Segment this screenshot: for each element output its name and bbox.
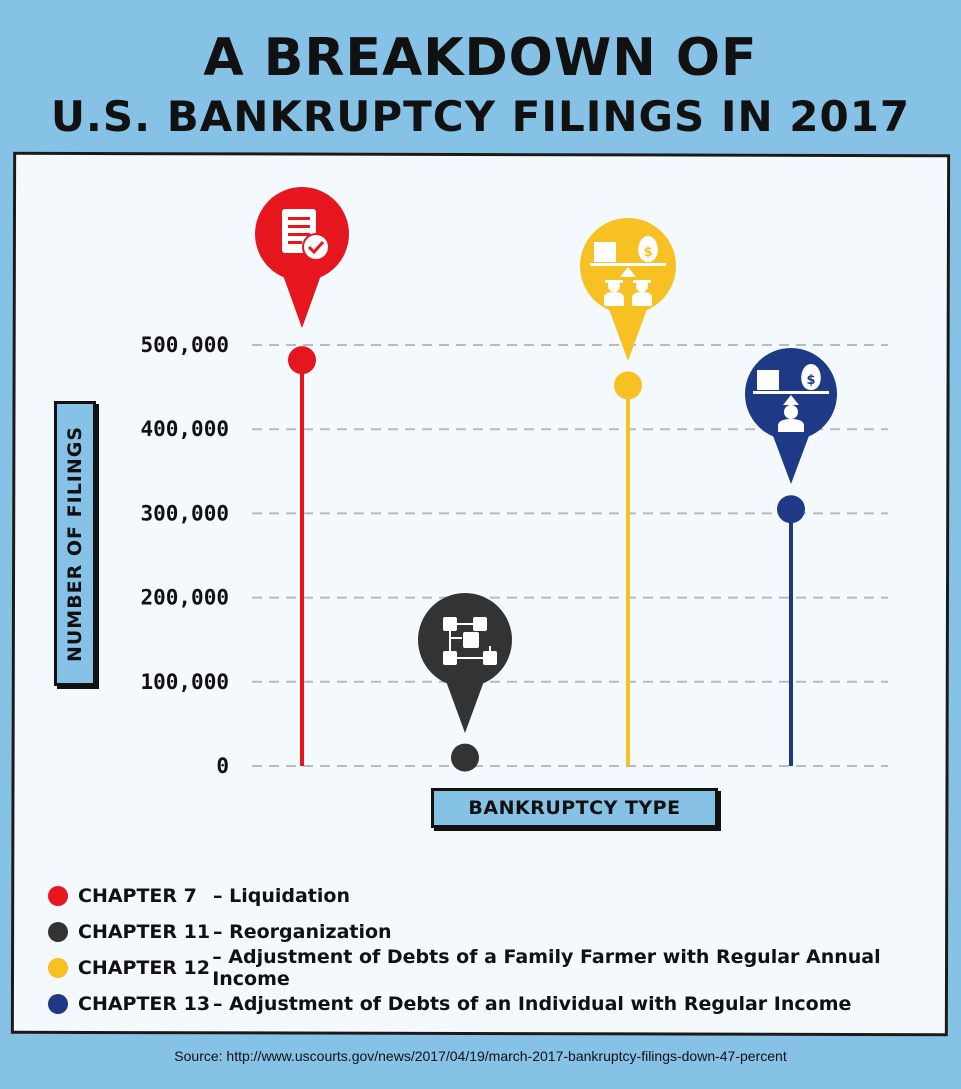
- y-tick-label: 500,000: [140, 333, 229, 357]
- icon-part: [288, 225, 310, 228]
- legend-item-chapter-7: CHAPTER 7 – Liquidation: [48, 878, 961, 914]
- legend-chapter: CHAPTER 12: [77, 957, 210, 979]
- icon-part: [784, 405, 798, 419]
- pin-tail: [280, 269, 324, 328]
- legend-item-chapter-13: CHAPTER 13 – Adjustment of Debts of an I…: [48, 986, 961, 1022]
- lollipop-chapter-13: $: [745, 348, 837, 766]
- icon-part: [288, 241, 302, 244]
- icon-part: [801, 364, 821, 390]
- legend: CHAPTER 7 – Liquidation CHAPTER 11 – Reo…: [48, 878, 961, 1022]
- icon-part: [443, 651, 457, 665]
- document-check-icon: [282, 209, 330, 261]
- legend-dot-dark: [48, 922, 68, 942]
- icon-part: [604, 292, 624, 306]
- icon-part: [594, 242, 616, 262]
- farmer-scale-icon: $: [590, 236, 666, 306]
- icon-part: [307, 240, 325, 255]
- icon-part: [473, 617, 487, 631]
- icon-part: [288, 233, 310, 236]
- icon-part: [778, 419, 804, 432]
- y-tick-label: 300,000: [140, 501, 229, 525]
- legend-dot-yellow: [48, 958, 68, 978]
- y-tick-label: 200,000: [140, 586, 229, 610]
- y-axis-label: NUMBER OF FILINGS: [64, 425, 86, 662]
- pin-chapter-12: $: [580, 218, 676, 361]
- legend-item-chapter-11: CHAPTER 11 – Reorganization: [48, 914, 961, 950]
- legend-chapter: CHAPTER 7: [78, 885, 197, 907]
- pin-chapter-11: [418, 593, 512, 733]
- icon-part: $: [806, 373, 815, 388]
- y-tick-label: 400,000: [140, 417, 229, 441]
- title-line-2: U.S. BANKRUPTCY FILINGS IN 2017: [50, 92, 911, 141]
- y-axis-label-wrap: NUMBER OF FILINGS: [54, 401, 96, 686]
- legend-desc: – Reorganization: [213, 921, 392, 943]
- icon-part: [620, 267, 636, 277]
- y-tick-label: 0: [216, 754, 229, 778]
- icon-part: [753, 391, 829, 394]
- icon-part: [757, 370, 779, 390]
- icon-part: [632, 292, 652, 306]
- legend-desc: – Liquidation: [213, 885, 350, 907]
- lollipop-chapter-11: [418, 593, 512, 772]
- legend-chapter: CHAPTER 13: [78, 993, 211, 1015]
- source-citation: Source: http://www.uscourts.gov/news/201…: [174, 1048, 787, 1064]
- legend-dot-blue: [48, 994, 68, 1014]
- icon-part: [783, 395, 799, 405]
- individual-scale-icon: $: [753, 364, 829, 432]
- point-chapter-13: [777, 495, 805, 524]
- title-line-1: A BREAKDOWN OF: [203, 28, 758, 88]
- icon-part: [288, 217, 310, 220]
- y-axis-label-box: [54, 401, 96, 686]
- legend-desc: – Adjustment of Debts of an Individual w…: [213, 993, 852, 1015]
- lollipop-chapter-7: [255, 187, 349, 766]
- pin-chapter-13: $: [745, 348, 837, 484]
- legend-desc: – Adjustment of Debts of a Family Farmer…: [212, 946, 881, 990]
- y-tick-label: 100,000: [140, 670, 229, 694]
- pin-tail: [606, 302, 650, 361]
- icon-part: [463, 632, 479, 648]
- icon-part: [605, 280, 623, 283]
- icon-part: [302, 233, 330, 261]
- lollipop-chapter-12: $: [580, 218, 676, 766]
- icon-part: [638, 236, 658, 262]
- icon-part: [633, 280, 651, 283]
- icon-part: [590, 263, 666, 266]
- pin-tail: [770, 428, 812, 484]
- icon-part: [443, 617, 457, 631]
- x-axis-label-box: BANKRUPTCY TYPE: [431, 788, 718, 828]
- legend-dot-red: [48, 886, 68, 906]
- icon-part: [483, 651, 497, 665]
- x-axis-label: BANKRUPTCY TYPE: [468, 797, 681, 819]
- legend-chapter: CHAPTER 11: [78, 921, 211, 943]
- pin-chapter-7: [255, 187, 349, 328]
- icon-part: $: [643, 245, 652, 260]
- org-chart-icon: [443, 617, 497, 665]
- point-chapter-7: [288, 346, 316, 375]
- legend-item-chapter-12: CHAPTER 12 – Adjustment of Debts of a Fa…: [48, 946, 961, 990]
- point-chapter-11: [451, 743, 479, 772]
- point-chapter-12: [614, 371, 642, 400]
- pin-tail: [443, 675, 487, 733]
